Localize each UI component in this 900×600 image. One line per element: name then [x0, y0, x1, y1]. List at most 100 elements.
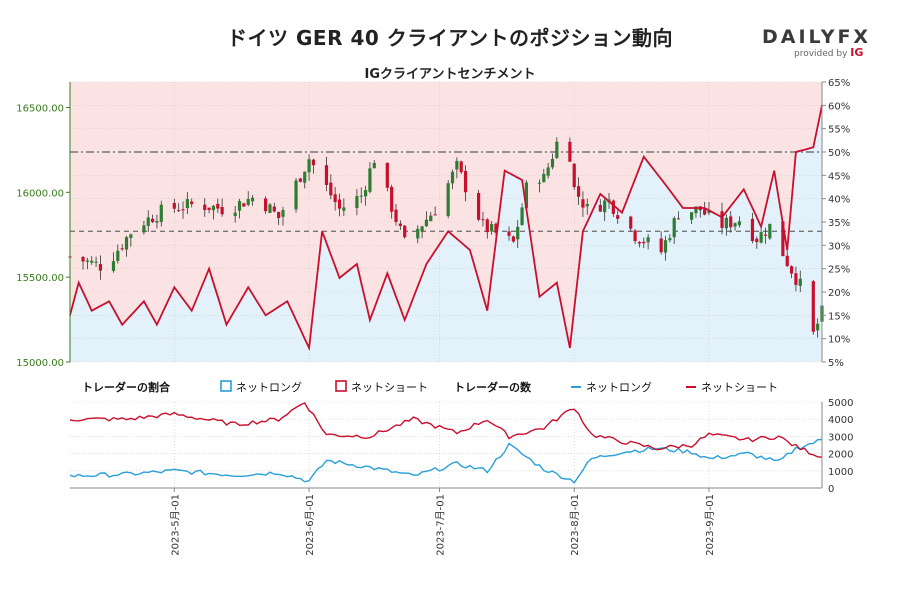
candle-body — [372, 162, 376, 169]
candle — [129, 233, 133, 247]
candle — [211, 204, 216, 220]
dailyfx-logo: DAILYFX provided by IG — [762, 26, 872, 59]
candle — [676, 211, 681, 220]
candle — [150, 214, 155, 223]
candle — [785, 250, 789, 268]
candle-body — [616, 215, 620, 219]
candle — [598, 199, 602, 213]
candle — [646, 233, 650, 250]
candle-body — [816, 323, 820, 331]
date-tick-label: 2023-6月-01 — [304, 494, 316, 556]
candle — [268, 202, 272, 214]
candle — [689, 212, 694, 225]
candle-body — [455, 160, 459, 170]
long-count-line — [69, 438, 823, 484]
candle — [516, 219, 520, 249]
chart-title: ドイツ GER 40 クライアントのポジション動向 — [227, 26, 673, 50]
candle-body — [85, 260, 89, 262]
candle — [629, 215, 633, 232]
candle-body — [246, 199, 250, 205]
candle-body — [811, 281, 815, 332]
short-count-line — [69, 402, 823, 458]
legend-ratio-title: トレーダーの割合 — [82, 380, 171, 394]
candle — [511, 235, 515, 243]
candle-body — [150, 218, 155, 223]
candle-body — [707, 210, 711, 214]
candle-body — [264, 198, 268, 212]
candle — [368, 162, 372, 194]
candle — [281, 206, 285, 226]
candle — [172, 198, 176, 213]
candle — [250, 195, 255, 206]
candle-body — [629, 216, 633, 229]
candle — [94, 256, 98, 268]
candle-body — [298, 178, 302, 182]
candle-body — [550, 158, 555, 168]
candle — [116, 244, 120, 264]
candle-body — [329, 182, 333, 196]
candle-body — [190, 201, 194, 205]
candle-body — [659, 238, 663, 253]
candle-body — [585, 203, 589, 207]
candle-body — [759, 232, 763, 243]
candle-body — [568, 141, 572, 162]
candle-body — [220, 206, 224, 215]
candle-body — [250, 197, 255, 202]
candle — [659, 231, 663, 255]
candle-body — [698, 206, 702, 211]
candle-body — [337, 199, 342, 209]
price-tick-label: 16000.00 — [16, 188, 64, 199]
candle — [507, 226, 511, 241]
candle — [155, 214, 159, 229]
candle — [520, 203, 524, 226]
candle — [463, 165, 468, 202]
candle-body — [242, 203, 246, 207]
candle — [668, 234, 672, 243]
candle — [294, 178, 298, 213]
candle-body — [424, 219, 429, 227]
candle — [277, 211, 281, 226]
logo-ig: IG — [850, 46, 864, 59]
candle — [763, 227, 768, 244]
candle-body — [155, 221, 159, 223]
candle — [272, 202, 276, 213]
count-tick-label: 3000 — [828, 432, 853, 443]
candle — [768, 223, 772, 241]
candle — [607, 192, 611, 209]
candle-body — [611, 200, 615, 214]
candle — [372, 160, 376, 169]
candle-body — [129, 234, 133, 238]
candle — [450, 169, 455, 190]
candle — [363, 185, 368, 206]
candle-body — [398, 223, 402, 227]
percent-tick-label: 60% — [828, 101, 850, 112]
candle — [81, 256, 85, 270]
candle-body — [416, 228, 420, 239]
candle-body — [90, 260, 94, 263]
candle-body — [390, 186, 394, 212]
candle — [429, 211, 433, 222]
candle — [576, 177, 581, 205]
date-tick-label: 2023-5月-01 — [169, 494, 181, 556]
candle-body — [537, 182, 542, 184]
candle — [537, 179, 542, 193]
candle — [185, 192, 189, 215]
candle-body — [333, 194, 337, 203]
candle-body — [733, 223, 737, 227]
percent-tick-label: 50% — [828, 148, 850, 159]
legend-long-box — [220, 380, 232, 392]
candle — [759, 224, 763, 244]
candle-body — [68, 256, 72, 258]
candle-body — [355, 196, 359, 209]
candle — [416, 225, 420, 244]
short-sentiment-area — [70, 82, 822, 362]
net-long-ratio-line — [69, 105, 823, 352]
candle-body — [311, 159, 316, 166]
percent-tick-label: 30% — [828, 241, 850, 252]
candle — [359, 187, 363, 204]
percent-tick-label: 20% — [828, 288, 850, 299]
price-tick-label: 15000.00 — [16, 358, 64, 369]
candle-body — [233, 212, 237, 217]
candle-body — [494, 223, 498, 233]
logo-brand: DAILYFX — [762, 26, 872, 48]
